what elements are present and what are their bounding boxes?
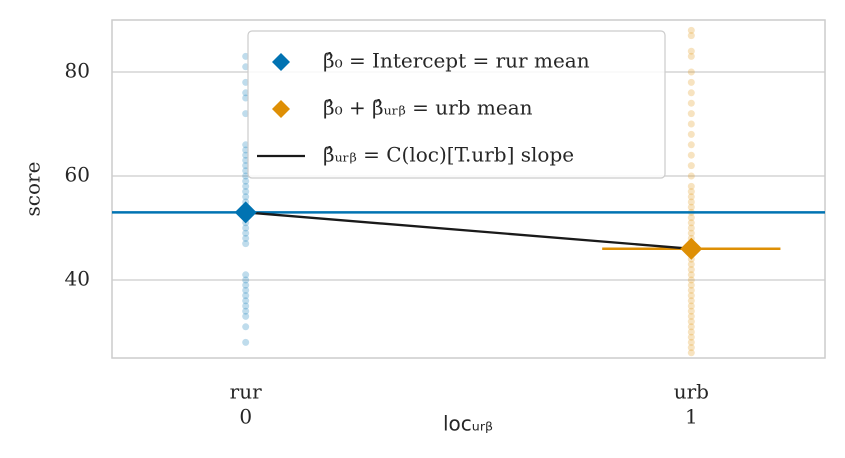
data-point <box>687 110 695 118</box>
data-point <box>687 349 695 357</box>
legend-marker <box>272 100 290 118</box>
data-point <box>242 234 250 242</box>
data-point <box>687 193 695 201</box>
data-point <box>687 219 695 227</box>
data-point <box>687 188 695 196</box>
data-point <box>687 229 695 237</box>
legend-marker <box>272 53 290 71</box>
y-axis-label: score <box>21 162 45 217</box>
data-point <box>687 328 695 336</box>
data-point <box>242 281 250 289</box>
data-point <box>687 120 695 128</box>
data-point <box>242 297 250 305</box>
data-point <box>687 333 695 341</box>
data-point <box>687 78 695 86</box>
y-tick-label: 60 <box>65 163 90 187</box>
data-point <box>242 286 250 294</box>
mean-marker <box>234 201 257 224</box>
data-point <box>687 224 695 232</box>
data-point <box>687 318 695 326</box>
data-point <box>687 276 695 284</box>
legend: β̂₀ = Intercept = rur mean β̂₀ + β̂ᵤᵣᵦ = … <box>247 30 666 179</box>
y-tick-label: 80 <box>65 59 90 83</box>
data-point <box>687 26 695 34</box>
data-point <box>242 271 250 279</box>
x-axis-label: locᵤᵣᵦ <box>443 412 493 436</box>
data-point <box>687 307 695 315</box>
data-point <box>687 297 695 305</box>
data-point <box>687 172 695 180</box>
data-point <box>687 68 695 76</box>
data-point <box>687 323 695 331</box>
data-point <box>687 198 695 206</box>
x-tick-category: urb <box>674 380 709 404</box>
mean-marker <box>680 237 703 260</box>
y-tick-label: 40 <box>65 267 90 291</box>
data-point <box>242 312 250 320</box>
data-point <box>242 323 250 331</box>
data-point <box>687 281 695 289</box>
x-tick-category: rur <box>230 380 262 404</box>
data-point <box>687 89 695 97</box>
legend-label: β̂ᵤᵣᵦ = C(loc)[T.urb] slope <box>323 143 574 167</box>
x-tick-label: 0 <box>239 405 252 429</box>
data-point <box>242 224 250 232</box>
data-point <box>687 260 695 268</box>
data-point <box>242 302 250 310</box>
x-tick-label: 1 <box>685 405 698 429</box>
data-point <box>242 182 250 190</box>
plot-frame <box>111 19 826 359</box>
data-point <box>242 338 250 346</box>
data-point <box>242 188 250 196</box>
legend-label: β̂₀ = Intercept = rur mean <box>323 49 590 73</box>
data-point <box>687 214 695 222</box>
data-point <box>687 271 695 279</box>
data-point <box>687 52 695 60</box>
data-point <box>687 338 695 346</box>
legend-frame <box>247 30 666 179</box>
data-point <box>687 312 695 320</box>
data-point <box>687 99 695 107</box>
data-point <box>242 229 250 237</box>
data-point <box>687 162 695 170</box>
data-point <box>242 292 250 300</box>
data-point <box>687 203 695 211</box>
data-point <box>687 286 695 294</box>
data-point <box>687 141 695 149</box>
data-point <box>687 266 695 274</box>
data-point <box>687 32 695 40</box>
data-point <box>242 276 250 284</box>
data-point <box>242 177 250 185</box>
data-point <box>242 193 250 201</box>
data-point <box>242 307 250 315</box>
legend-label: β̂₀ + β̂ᵤᵣᵦ = urb mean <box>323 96 533 120</box>
data-point <box>687 302 695 310</box>
data-point <box>687 130 695 138</box>
data-point <box>687 292 695 300</box>
slope-line <box>245 211 692 250</box>
data-point <box>687 47 695 55</box>
data-point <box>687 182 695 190</box>
data-point <box>687 344 695 352</box>
data-point <box>687 151 695 159</box>
data-point <box>242 240 250 248</box>
